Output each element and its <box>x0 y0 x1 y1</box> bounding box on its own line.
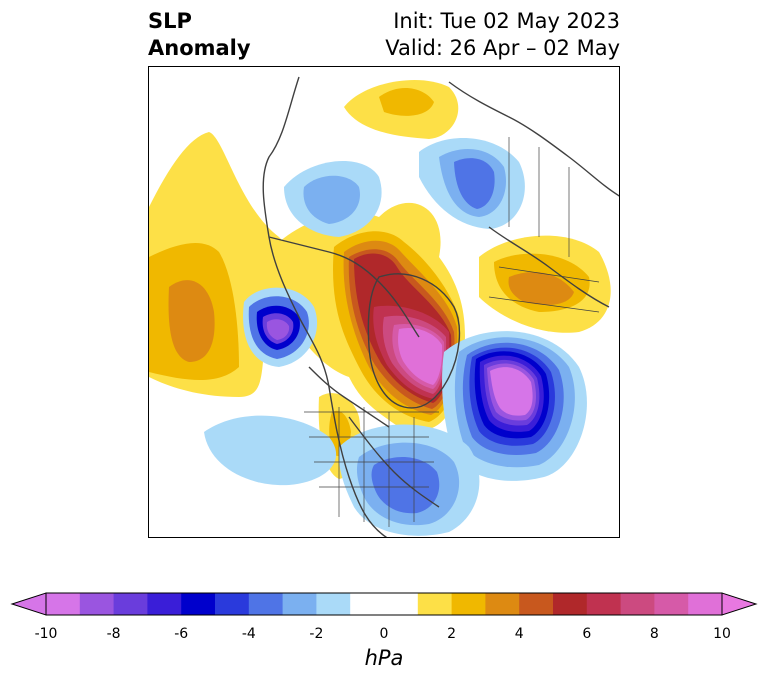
arctic-high-anomaly <box>279 202 465 431</box>
colorbar-over-arrow <box>721 592 758 616</box>
colorbar-unit: hPa <box>364 646 404 670</box>
colorbar-tick-label: -8 <box>106 626 121 642</box>
colorbar-border <box>45 592 723 616</box>
colorbar-segment <box>46 593 81 615</box>
eurasia-low-anomaly <box>419 138 525 229</box>
colorbar-tick-label: 0 <box>379 626 389 642</box>
colorbar-tick-label: 8 <box>649 626 659 642</box>
colorbar-segment <box>316 593 351 615</box>
colorbar-segment <box>248 593 284 615</box>
title-type: Anomaly <box>148 36 251 60</box>
colorbar-tick-label: 2 <box>447 626 457 642</box>
colorbar-segment <box>485 593 520 615</box>
colorbar-segment <box>553 593 588 615</box>
colorbar <box>10 592 758 616</box>
siberia-high-anomaly <box>344 79 459 139</box>
colorbar-segment <box>113 593 148 615</box>
colorbar-segment <box>384 593 419 615</box>
colorbar-segment <box>79 593 115 615</box>
colorbar-segment <box>417 593 453 615</box>
valid-range: Valid: 26 Apr – 02 May <box>385 36 620 60</box>
init-date: Init: Tue 02 May 2023 <box>393 9 620 33</box>
colorbar-segment <box>215 593 250 615</box>
canada-low-anomaly <box>284 160 382 237</box>
anomaly-map <box>148 66 620 538</box>
anomaly-map-svg <box>149 76 619 537</box>
colorbar-segment <box>350 593 385 615</box>
colorbar-segment <box>147 593 182 615</box>
alaska-low-anomaly <box>243 287 318 367</box>
colorbar-segment <box>451 593 486 615</box>
map-title: SLP Anomaly <box>148 8 251 62</box>
colorbar-tick-label: -6 <box>174 626 189 642</box>
colorbar-segment <box>519 593 554 615</box>
map-subtitle: Init: Tue 02 May 2023 Valid: 26 Apr – 02… <box>385 8 620 62</box>
colorbar-tick-label: -2 <box>309 626 324 642</box>
colorbar-tick-label: 6 <box>582 626 592 642</box>
colorbar-segment <box>688 593 723 615</box>
colorbar-segment <box>282 593 317 615</box>
country-borders <box>304 137 600 527</box>
colorbar-tick-label: -4 <box>241 626 256 642</box>
eastern-us-low-anomaly <box>204 415 480 536</box>
colorbar-tick-label: 4 <box>514 626 524 642</box>
colorbar-under-arrow <box>10 592 47 616</box>
colorbar-segment <box>586 593 622 615</box>
colorbar-segment <box>181 593 216 615</box>
colorbar-segment <box>620 593 655 615</box>
eurasia-high-anomaly <box>479 235 611 333</box>
coastlines <box>262 76 619 537</box>
colorbar-tick-label: 10 <box>713 626 731 642</box>
title-variable: SLP <box>148 9 192 33</box>
atlantic-low-anomaly <box>442 331 587 481</box>
colorbar-tick-label: -10 <box>34 626 58 642</box>
colorbar-segment <box>654 593 689 615</box>
